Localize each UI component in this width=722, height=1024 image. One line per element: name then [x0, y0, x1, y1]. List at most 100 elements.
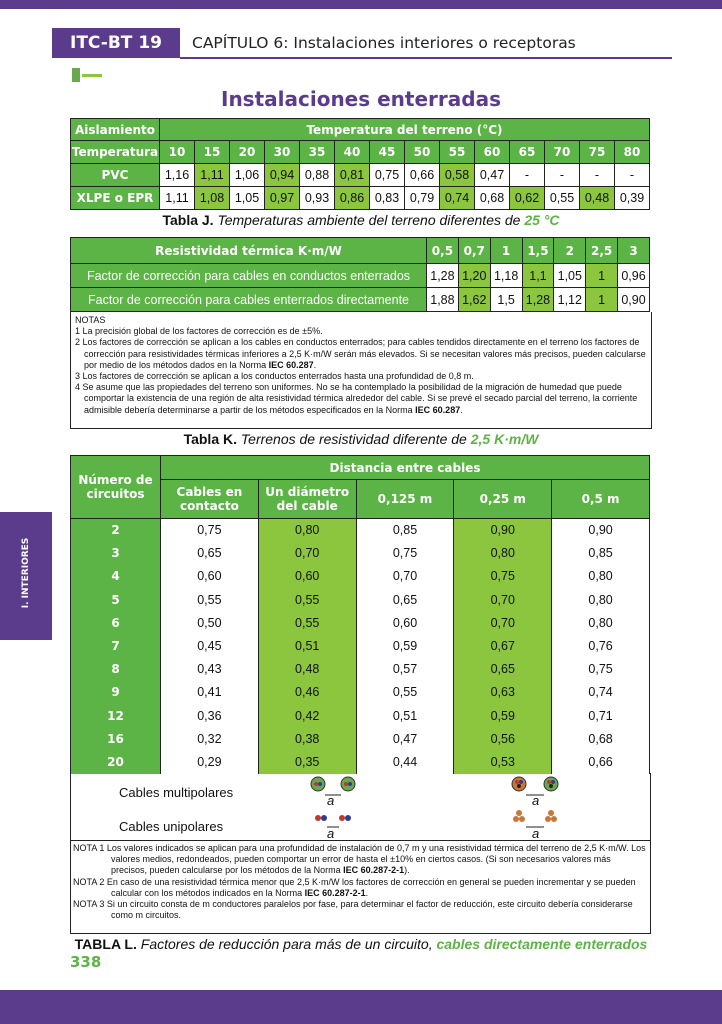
caption-label: Tabla J. — [162, 212, 214, 228]
cell: 0,85 — [551, 541, 650, 565]
cell: 0,55 — [355, 680, 455, 704]
cell: 0,59 — [355, 634, 455, 658]
side-tab-label: I. INTERIORES — [21, 537, 31, 609]
row-header: 7 — [70, 634, 161, 658]
header-cell: 0,5 — [426, 237, 459, 264]
header-cell: 2,5 — [585, 237, 619, 264]
cell: 0,70 — [453, 588, 553, 612]
cell: 1,16 — [159, 163, 195, 187]
caption-label: TABLA L. — [74, 936, 137, 952]
note: 1 La precisión global de los factores de… — [75, 326, 649, 337]
note-text: Los valores indicados se aplican para un… — [104, 843, 646, 876]
table-row: 8 0,43 0,48 0,57 0,65 0,75 — [70, 657, 650, 681]
row-header: 16 — [70, 727, 161, 751]
notes-title: NOTAS — [75, 315, 106, 325]
header-row: Resistividad térmica K·m/W 0,5 0,7 1 1,5 2 2,5… — [70, 237, 650, 264]
caption-highlight: cables directamente enterrados — [436, 936, 648, 952]
cell: 0,35 — [257, 750, 357, 774]
note-label: NOTA 1 — [73, 843, 105, 853]
table-l: Número de circuitos Distancia entre cable… — [70, 455, 650, 774]
table-row: 4 0,60 0,60 0,70 0,75 0,80 — [70, 564, 650, 589]
cell: 0,62 — [509, 186, 545, 210]
cell: 0,94 — [264, 163, 300, 187]
header-row: Cables en contacto Un diámetro del cable 0… — [71, 479, 650, 519]
cell: 0,70 — [453, 611, 553, 635]
note: NOTA 2 En caso de una resistividad térmi… — [73, 877, 648, 899]
cell: 0,75 — [369, 163, 405, 187]
cell: 1 — [585, 287, 619, 312]
cell: 0,47 — [355, 727, 455, 751]
header-cell: Un diámetro del cable — [257, 479, 357, 519]
note-text: 3 Los factores de corrección se aplican … — [75, 371, 474, 382]
row-header: Factor de corrección para cables en cond… — [70, 263, 427, 288]
cell: 1,88 — [426, 287, 459, 312]
cell: 0,51 — [355, 704, 455, 728]
note-label: NOTA 2 — [73, 876, 105, 887]
note-text: Si un circuito consta de m conductores p… — [104, 899, 633, 921]
group-cell: Distancia entre cables — [160, 455, 650, 480]
cell: 0,93 — [299, 186, 335, 210]
caption-highlight: 2,5 K·m/W — [470, 431, 539, 447]
cell: 55 — [439, 140, 475, 164]
cell: 1,05 — [553, 263, 587, 288]
chapter-title: CAPÍTULO 6: Instalaciones interiores o r… — [192, 34, 576, 52]
header-cell: Resistividad térmica K·m/W — [70, 237, 427, 264]
cell: 0,60 — [257, 564, 357, 589]
cable-diagram-right — [511, 776, 559, 828]
cell: 0,55 — [544, 186, 580, 210]
header-cell: 3 — [617, 237, 650, 264]
cell: 0,70 — [257, 541, 357, 565]
cell: 0,60 — [355, 611, 455, 635]
cell: 0,90 — [551, 518, 650, 542]
note: NOTA 1 Los valores indicados se aplican … — [73, 843, 648, 877]
row-header: Factor de corrección para cables enterra… — [70, 287, 427, 312]
header-cell: 0,25 m — [453, 479, 553, 519]
cell: 0,43 — [160, 657, 259, 681]
cell: 40 — [334, 140, 370, 164]
cell: 0,75 — [355, 541, 455, 565]
cell: 1,11 — [159, 186, 195, 210]
cell: - — [614, 163, 650, 187]
cell: 0,90 — [617, 287, 650, 312]
cell: 0,67 — [453, 634, 553, 658]
note: NOTA 3 Si un circuito consta de m conduc… — [73, 899, 648, 921]
cell: 0,29 — [160, 750, 259, 774]
row-header: XLPE o EPR — [70, 186, 160, 210]
table-row: Factor de corrección para cables en cond… — [70, 263, 650, 288]
caption-l: TABLA L. Factores de reducción para más … — [70, 936, 652, 953]
cell: 0,50 — [160, 611, 259, 635]
cell: 0,68 — [474, 186, 510, 210]
note-text: 4 Se asume que las propiedades del terre… — [75, 382, 638, 415]
row-header: 8 — [70, 657, 161, 681]
cell: 0,41 — [160, 680, 259, 704]
header-cell: Temperatura del terreno (°C) — [159, 118, 650, 141]
cable-diagram-left — [310, 776, 356, 828]
note-text: 1 La precisión global de los factores de… — [75, 326, 323, 337]
cell: 0,75 — [160, 518, 259, 542]
table-row: 3 0,65 0,70 0,75 0,80 0,85 — [70, 541, 650, 565]
caption-highlight: 25 °C — [524, 212, 560, 228]
cell: 0,57 — [355, 657, 455, 681]
cell: 1,06 — [229, 163, 265, 187]
caption-text: Terrenos de resistividad diferente de — [237, 431, 471, 447]
table-row: 5 0,55 0,55 0,65 0,70 0,80 — [70, 588, 650, 612]
note-ref: IEC 60.287-2-1 — [343, 865, 405, 876]
cell: 1,20 — [457, 263, 491, 288]
header-rule — [180, 57, 672, 59]
cell: 0,45 — [160, 634, 259, 658]
cell: 0,32 — [160, 727, 259, 751]
distance-label: a — [327, 793, 335, 808]
cell: 0,85 — [355, 518, 455, 542]
note-text: En caso de una resistividad térmica meno… — [104, 876, 636, 898]
cell: 0,38 — [257, 727, 357, 751]
cell: 1,08 — [194, 186, 230, 210]
cell: 0,55 — [160, 588, 259, 612]
cell: - — [509, 163, 545, 187]
cell: 0,97 — [264, 186, 300, 210]
row-header: PVC — [70, 163, 160, 187]
cell: 0,48 — [579, 186, 615, 210]
cell: 65 — [509, 140, 545, 164]
table-k-notes: NOTAS 1 La precisión global de los factor… — [70, 312, 652, 429]
